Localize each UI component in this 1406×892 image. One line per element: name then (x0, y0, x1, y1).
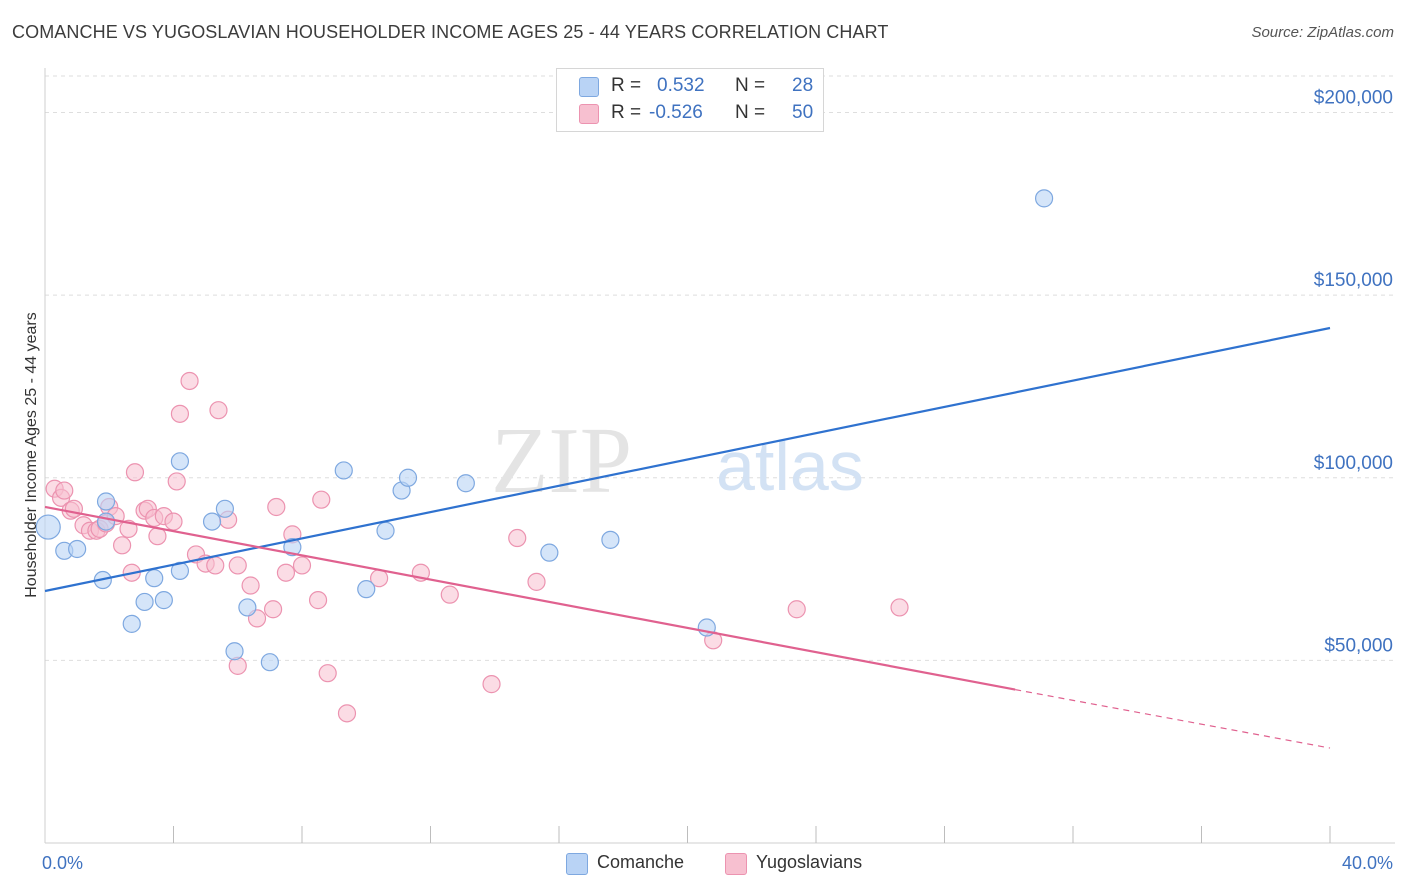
comanche-point (202, 512, 222, 531)
legend-r-label: R = (611, 102, 642, 123)
comanche-point (68, 539, 87, 559)
y-tick-label: $150,000 (1314, 270, 1393, 291)
comanche-point (398, 468, 418, 487)
watermark-zip: ZIP (491, 409, 632, 513)
yugoslavians-point (125, 463, 145, 482)
yugoslavians-point (312, 490, 331, 509)
yugoslavians-point (267, 497, 286, 517)
comanche-points (35, 189, 1054, 672)
yugoslavians-point (263, 600, 283, 619)
yugoslavians-point (787, 600, 806, 619)
comanche-point (540, 543, 559, 562)
yugoslavians-point (318, 664, 337, 683)
y-tick-label: $100,000 (1314, 453, 1393, 474)
bottom-legend-label: Yugoslavians (756, 852, 863, 872)
bottom-legend-label: Comanche (597, 852, 685, 872)
yugoslavians-point (164, 512, 183, 531)
legend-r-label: R = (611, 75, 642, 96)
yugoslavians-swatch-icon (725, 853, 747, 875)
yugoslavians-point (55, 481, 74, 500)
trend-lines (44, 326, 1331, 749)
yugoslavians-point (241, 576, 260, 595)
comanche-point (456, 474, 475, 493)
legend-n-label: N = (735, 75, 766, 96)
comanche-point (35, 514, 61, 540)
comanche-point (215, 499, 234, 518)
yugoslavians-point (64, 499, 84, 518)
comanche-point (96, 512, 116, 531)
yugoslavians-point (206, 556, 225, 575)
grid (45, 75, 1395, 661)
yugoslavians-point (440, 585, 459, 604)
comanche-point (357, 580, 376, 599)
source-note: Source: ZipAtlas.com (1251, 24, 1394, 41)
axes (44, 68, 1395, 844)
x-tick-label: 0.0% (42, 853, 83, 873)
yugoslavians-point (292, 556, 312, 575)
yugoslavians-point (167, 472, 186, 491)
yugoslavians-point (482, 675, 501, 694)
comanche-point (601, 530, 620, 549)
comanche-point (334, 461, 353, 480)
comanche-swatch-icon (579, 77, 599, 97)
comanche-point (135, 592, 154, 612)
legend-n-value: 28 (792, 75, 814, 96)
yugoslavians-point (112, 536, 132, 555)
legend-r-value: 0.532 (657, 75, 705, 96)
comanche-point (1034, 189, 1054, 208)
comanche-swatch-icon (566, 853, 588, 875)
correlation-legend: R = 0.532 N = 28 R = -0.526 N = 50 (556, 68, 824, 132)
comanche-point (225, 642, 244, 661)
yugoslavians-point (337, 704, 357, 723)
legend-r-value: -0.526 (649, 102, 703, 123)
yugoslavians-point (508, 528, 527, 548)
yugoslavians-trend-extension (1015, 689, 1331, 749)
yugoslavians-point (527, 572, 546, 591)
tick-labels: $50,000 $100,000 $150,000 $200,000 0.0% 40.0% (42, 88, 1393, 873)
yugoslavians-point (209, 401, 228, 420)
yugoslavians-point (890, 598, 909, 617)
comanche-point (96, 492, 116, 511)
y-tick-label: $50,000 (1324, 635, 1393, 656)
comanche-point (122, 614, 141, 633)
comanche-point (260, 653, 279, 672)
comanche-point (170, 452, 190, 471)
yugoslavians-point (308, 591, 328, 610)
yugoslavians-swatch-icon (579, 104, 599, 124)
comanche-point (283, 538, 302, 557)
x-tick-label: 40.0% (1342, 853, 1393, 873)
y-axis-title: Householder Income Ages 25 - 44 years (23, 312, 40, 598)
comanche-trend-line (44, 326, 1331, 593)
legend-n-label: N = (735, 102, 766, 123)
y-tick-label: $200,000 (1314, 88, 1393, 109)
comanche-point (238, 598, 257, 617)
yugoslavians-point (170, 404, 190, 423)
comanche-point (145, 569, 164, 588)
yugoslavians-point (276, 563, 296, 582)
yugoslavians-trend-line (44, 505, 1016, 691)
yugoslavians-point (228, 556, 247, 575)
yugoslavians-points (45, 371, 909, 723)
watermark-atlas: atlas (716, 427, 864, 505)
comanche-point (154, 591, 173, 610)
chart-title: COMANCHE VS YUGOSLAVIAN HOUSEHOLDER INCO… (12, 22, 889, 42)
yugoslavians-point (180, 371, 199, 391)
comanche-point (376, 521, 395, 540)
yugoslavians-point (119, 519, 138, 538)
legend-n-value: 50 (792, 102, 814, 123)
